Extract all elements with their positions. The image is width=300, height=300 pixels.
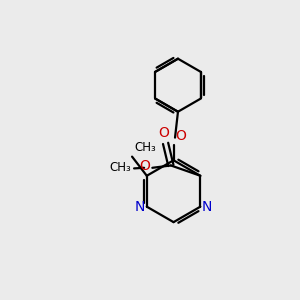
Text: O: O <box>159 126 170 140</box>
Text: N: N <box>135 200 145 214</box>
Text: CH₃: CH₃ <box>134 141 156 154</box>
Text: O: O <box>139 159 150 173</box>
Text: N: N <box>202 200 212 214</box>
Text: CH₃: CH₃ <box>110 161 131 174</box>
Text: O: O <box>176 129 187 142</box>
